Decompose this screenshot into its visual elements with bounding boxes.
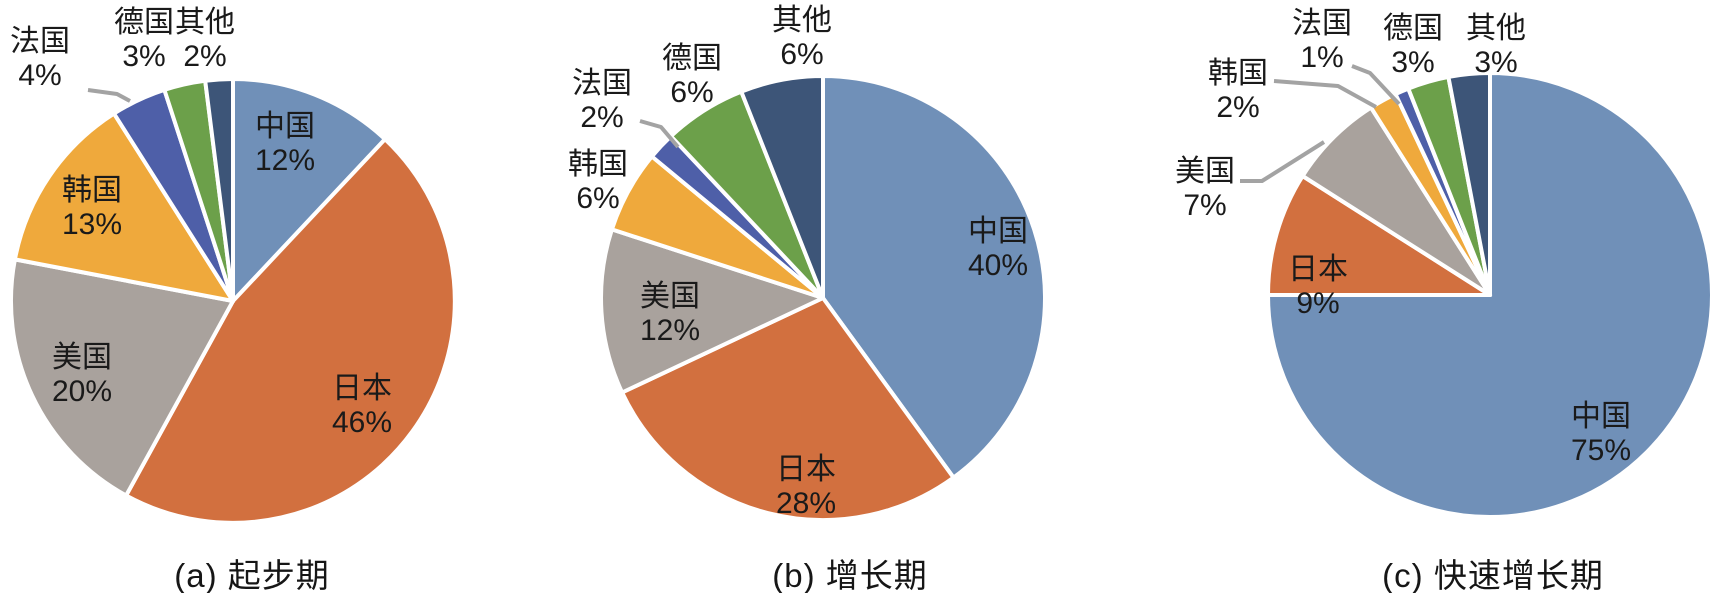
caption-chart-a: (a) 起步期	[174, 557, 330, 593]
pie-c-label-china: 中国 75%	[1571, 400, 1631, 467]
pie-a-slice-japan	[124, 137, 457, 525]
pie-a-label-korea: 韩国 13%	[62, 174, 122, 241]
pie-a-slice-other	[203, 77, 235, 303]
pie-c-label-japan: 日本 9%	[1288, 253, 1348, 320]
pie-b-slice-other	[739, 74, 825, 300]
pie-a-label-usa: 美国 20%	[52, 341, 112, 408]
pie-b-label-japan: 日本 28%	[776, 453, 836, 520]
pie-c-leader-korea	[1273, 79, 1377, 109]
pie-b-slice-china	[821, 74, 1048, 480]
pie-c-label-korea: 韩国 2%	[1208, 57, 1268, 124]
pie-b-label-france: 法国 2%	[572, 67, 632, 134]
pie-b-label-germany: 德国 6%	[662, 42, 722, 109]
pie-b-slice-usa	[599, 227, 825, 395]
pie-a-slice-usa	[9, 257, 235, 498]
pie-chart-c: 中国 75% 日本 9% 美国 7% 韩国 2% 法国 1% 德国 3% 其他 3%	[1175, 7, 1714, 519]
pie-b-label-china: 中国 40%	[968, 215, 1028, 282]
pie-c-label-germany: 德国 3%	[1383, 12, 1443, 79]
pie-a-slice-korea	[12, 111, 235, 303]
pie-b-label-korea: 韩国 6%	[568, 148, 628, 215]
pie-c-slice-japan	[1266, 174, 1492, 297]
pie-a-label-japan: 日本 46%	[332, 372, 392, 439]
pie-a-leader-france	[87, 88, 131, 103]
pie-b-label-usa: 美国 12%	[640, 280, 700, 347]
pie-a-label-france: 法国 4%	[10, 25, 70, 92]
pie-chart-a: 中国 12% 日本 46% 美国 20% 韩国 13% 法国 4% 德国 3%其他 2%	[9, 6, 457, 525]
pie-a-label-germany: 德国 3%	[114, 6, 174, 73]
pie-a-label-china: 中国 12%	[255, 110, 315, 177]
pie-b-leader-france	[639, 119, 680, 149]
caption-chart-b: (b) 增长期	[772, 557, 928, 593]
pie-chart-b: 中国 40% 日本 28% 美国 12% 韩国 6% 法国 2% 德国 6% 其他 6%	[568, 4, 1048, 522]
pie-c-leader-france	[1351, 64, 1401, 106]
pie-c-slice-china	[1266, 71, 1714, 519]
pie-b-slice-japan	[620, 296, 956, 522]
pie-a-label-other: 其他 2%	[175, 6, 235, 73]
caption-chart-c: (c) 快速增长期	[1382, 557, 1604, 593]
pie-b-label-other: 其他 6%	[772, 4, 832, 71]
pie-c-label-france: 法国 1%	[1292, 7, 1352, 74]
pie-c-leader-usa	[1240, 140, 1326, 183]
pie-c-label-usa: 美国 7%	[1175, 155, 1235, 222]
pie-c-slice-other	[1446, 70, 1492, 297]
pie-c-label-other: 其他 3%	[1466, 12, 1526, 79]
pie-a-slice-china	[231, 77, 387, 303]
